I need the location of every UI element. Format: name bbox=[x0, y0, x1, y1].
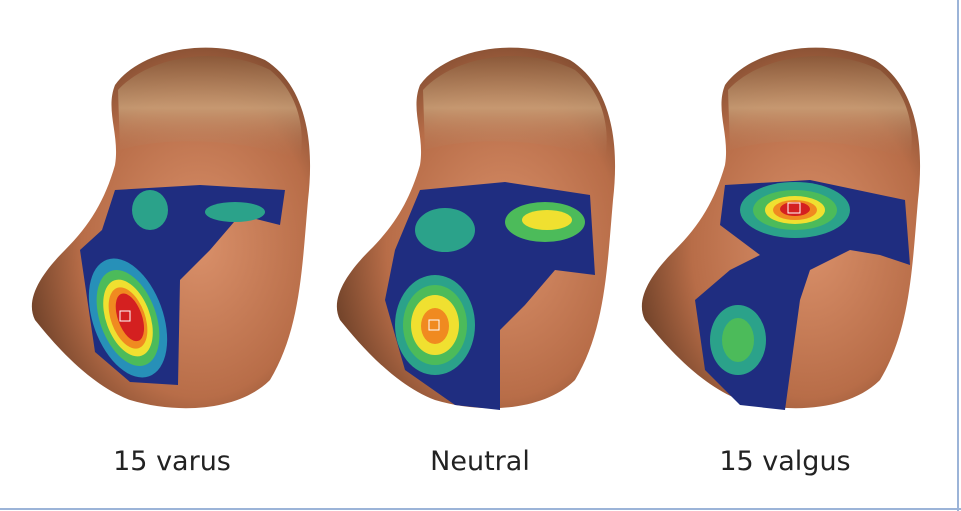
panel-label: Neutral bbox=[430, 446, 530, 477]
panel-label: 15 valgus bbox=[719, 446, 850, 477]
panel-label: 15 varus bbox=[113, 446, 231, 477]
panel: 15 valgus bbox=[641, 47, 921, 477]
panel: Neutral bbox=[336, 47, 616, 477]
panel: 15 varus bbox=[31, 47, 311, 477]
